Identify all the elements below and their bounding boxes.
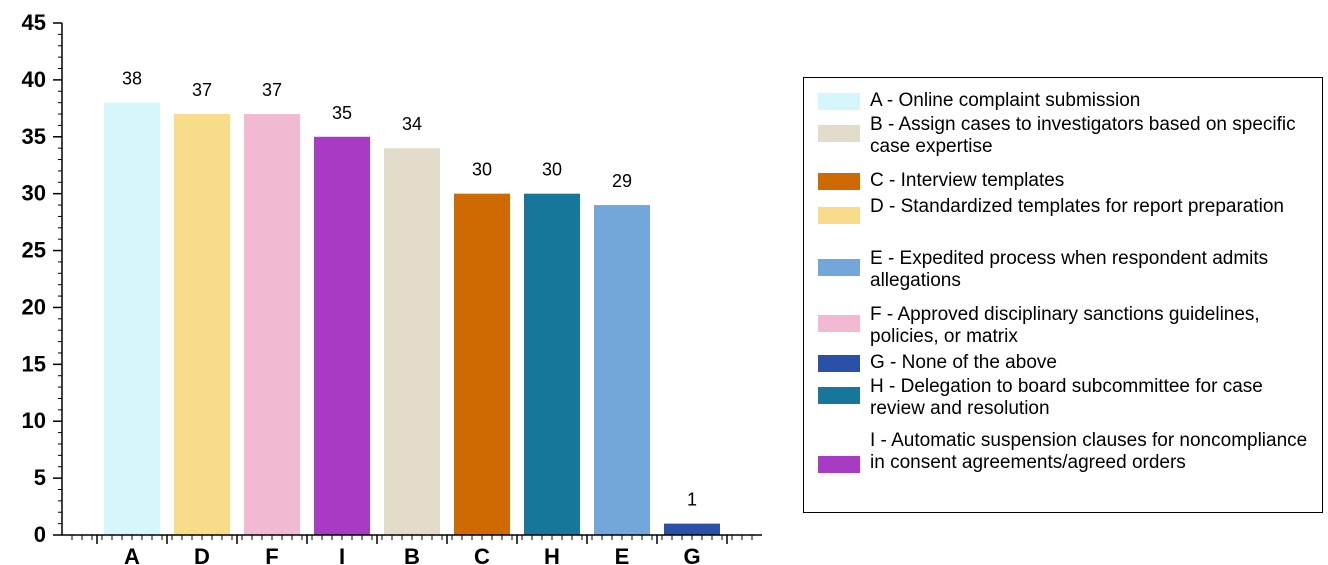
bar-A [104,102,160,536]
legend-label: E - Expedited process when respondent ad… [870,248,1269,291]
y-tick-label: 30 [22,181,46,206]
legend-label: F - Approved disciplinary sanctions guid… [870,304,1260,347]
x-tick-label-I: I [339,544,345,565]
x-tick-label-F: F [265,544,278,565]
x-tick-label-E: E [615,544,630,565]
y-axis-ticks: 0 5 10 15 20 25 30 35 40 45 [22,10,62,547]
legend-label: I - Automatic suspension clauses for non… [870,430,1308,473]
legend-swatch [818,125,860,142]
legend-swatch [818,207,860,224]
y-tick-label: 45 [22,10,46,35]
bar-G [664,523,720,535]
y-tick-label: 15 [22,351,46,376]
legend-swatch [818,355,860,372]
legend-label: A - Online complaint submission [870,90,1141,111]
bar-D [174,114,230,536]
data-label-D: 37 [192,80,212,100]
data-label-G: 1 [687,490,697,510]
y-tick-label: 35 [22,124,46,149]
legend-label: B - Assign cases to investigators based … [870,114,1296,157]
y-tick-label: 20 [22,294,46,319]
legend-label: C - Interview templates [870,170,1065,191]
data-label-E: 29 [612,171,632,191]
y-tick-label: 0 [34,522,46,547]
bar-chart: 38 37 37 35 34 30 30 29 1 0 5 10 15 20 25 30 35 40 45 A D F… [22,10,762,565]
data-label-I: 35 [332,103,352,123]
data-label-H: 30 [542,160,562,180]
legend-label: G - None of the above [870,352,1057,373]
data-label-F: 37 [262,80,282,100]
x-tick-label-B: B [404,544,420,565]
bars-group [104,102,720,536]
bar-F [244,114,300,536]
x-tick-label-G: G [683,544,700,565]
bar-H [524,193,580,535]
x-tick-label-A: A [124,544,140,565]
x-tick-label-H: H [544,544,560,565]
x-tick-label-D: D [194,544,210,565]
legend: A - Online complaint submission B - Assig… [803,77,1323,513]
y-tick-label: 5 [34,465,46,490]
data-label-B: 34 [402,114,422,134]
bar-E [594,205,650,536]
data-labels-group: 38 37 37 35 34 30 30 29 1 [122,69,697,510]
legend-swatch [818,259,860,276]
legend-swatch [818,456,860,473]
legend-swatch [818,93,860,110]
x-tick-label-C: C [474,544,490,565]
y-tick-label: 40 [22,67,46,92]
legend-label: H - Delegation to board subcommittee for… [870,376,1263,419]
bar-I [314,136,370,535]
bar-B [384,148,440,535]
y-tick-label: 25 [22,238,46,263]
legend-swatch [818,315,860,332]
legend-label: D - Standardized templates for report pr… [870,196,1284,217]
bar-C [454,193,510,535]
data-label-C: 30 [472,160,492,180]
legend-swatch [818,173,860,190]
legend-swatch [818,387,860,404]
y-tick-label: 10 [22,408,46,433]
data-label-A: 38 [122,69,142,89]
